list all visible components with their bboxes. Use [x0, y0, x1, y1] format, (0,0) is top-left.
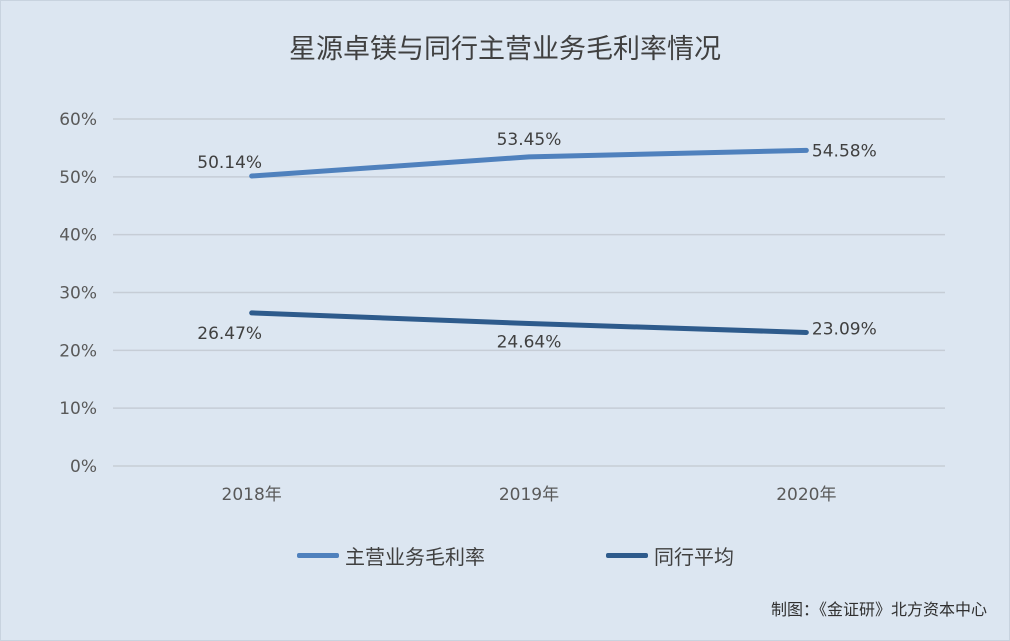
series-line-0: [249, 147, 809, 179]
data-label: 53.45%: [497, 130, 562, 150]
legend-item-main-margin: 主营业务毛利率: [297, 541, 485, 570]
data-label: 50.14%: [197, 153, 262, 173]
series-lines: [249, 147, 809, 335]
legend-label-peer-average: 同行平均: [654, 545, 734, 569]
y-tick-label: 50%: [59, 168, 97, 188]
data-labels: 50.14% 53.45% 54.58% 26.47% 24.64% 23.09%: [197, 130, 876, 353]
chart-title: 星源卓镁与同行主营业务毛利率情况: [289, 34, 721, 65]
x-tick-label: 2020年: [776, 485, 836, 505]
x-tick-label: 2019年: [499, 485, 559, 505]
y-tick-label: 30%: [59, 284, 97, 304]
data-label: 24.64%: [497, 332, 562, 352]
legend-swatch-peer-average: [606, 553, 648, 558]
source-note: 制图：《金证研》北方资本中心: [770, 600, 987, 619]
data-label: 26.47%: [197, 324, 262, 344]
data-label: 23.09%: [812, 319, 877, 339]
series-line-1: [249, 310, 809, 335]
y-tick-label: 0%: [70, 457, 97, 477]
legend-item-peer-average: 同行平均: [606, 541, 734, 570]
y-axis-ticks: 0% 10% 20% 30% 40% 50% 60%: [59, 110, 97, 477]
x-tick-label: 2018年: [222, 485, 282, 505]
legend-label-main-margin: 主营业务毛利率: [345, 545, 485, 569]
data-label: 54.58%: [812, 141, 877, 161]
y-tick-label: 40%: [59, 226, 97, 246]
grid-lines: [113, 118, 945, 467]
y-tick-label: 60%: [59, 110, 97, 130]
y-tick-label: 20%: [59, 341, 97, 361]
legend: 主营业务毛利率 同行平均: [1, 541, 1009, 571]
x-axis-ticks: 2018年 2019年 2020年: [222, 485, 837, 505]
legend-swatch-main-margin: [297, 553, 339, 558]
y-tick-label: 10%: [59, 399, 97, 419]
